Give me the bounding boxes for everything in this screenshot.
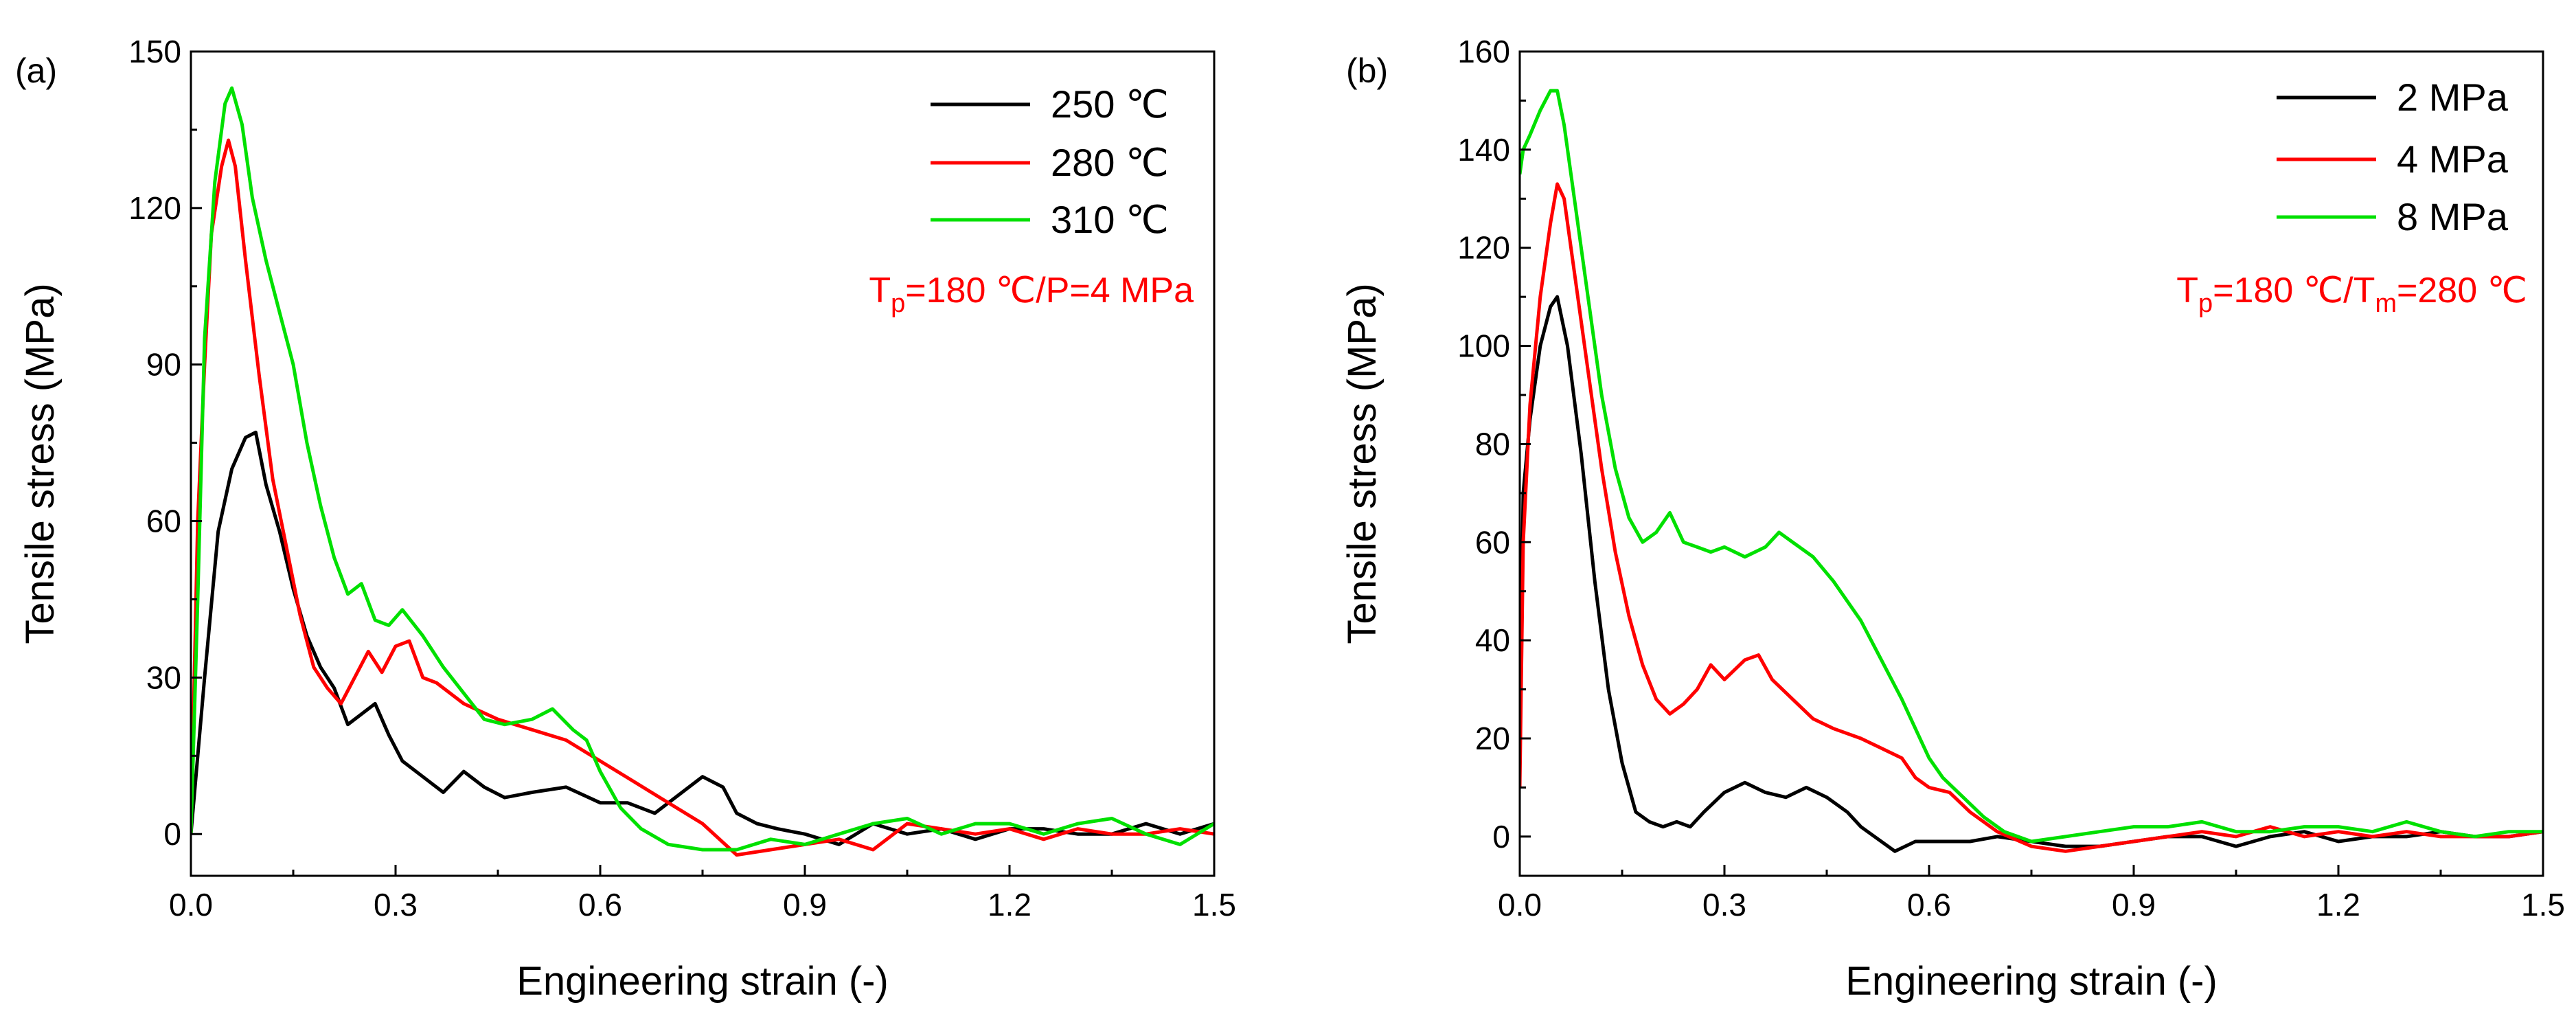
panel-b-axes: 0.0 0.3 0.6 0.9 1.2 1.5 0 20 40 60 80 100 120 140 160 [1457,34,2565,923]
panel-a-label: (a) [15,52,57,90]
legend-item-2mpa: 2 MPa [2277,76,2509,119]
panel-a-series-250 [191,430,1214,846]
panel-b-legend: 2 MPa 4 MPa 8 MPa [2277,76,2509,238]
y-tick-label: 120 [128,190,181,226]
y-tick-label: 80 [1475,426,1510,462]
panel-b-label: (b) [1346,52,1388,90]
y-tick-label: 0 [1492,819,1510,855]
y-tick-label: 40 [1475,622,1510,658]
panel-a-plot [191,86,1214,857]
y-tick-label: 30 [146,659,181,695]
legend-item-4mpa: 4 MPa [2277,137,2509,181]
legend-label-310: 310 ℃ [1051,198,1169,241]
panel-a-y-axis-label: Tensile stress (MPa) [18,283,62,644]
x-tick-label: 1.5 [2521,887,2565,923]
legend-item-310: 310 ℃ [931,198,1169,241]
panel-b-series-4mpa [1520,182,2543,853]
x-tick-label: 0.3 [374,887,418,923]
panel-a-legend: 250 ℃ 280 ℃ 310 ℃ [931,82,1169,241]
y-tick-label: 90 [146,347,181,383]
x-tick-label: 0.3 [1702,887,1746,923]
legend-label-4mpa: 4 MPa [2397,137,2509,181]
x-tick-label: 1.2 [2316,887,2360,923]
x-tick-label: 0.6 [1907,887,1951,923]
y-tick-label: 0 [163,816,181,852]
y-tick-label: 60 [146,504,181,539]
panel-b-series-8mpa [1520,89,2543,844]
panel-a-axes: 0.0 0.3 0.6 0.9 1.2 1.5 0 30 60 90 120 150 [128,34,1236,923]
y-tick-label: 100 [1457,328,1510,364]
panel-a-condition-annotation: Tp=180 ℃/P=4 MPa [869,271,1194,318]
x-tick-label: 0.9 [783,887,827,923]
x-tick-label: 1.2 [988,887,1031,923]
legend-item-8mpa: 8 MPa [2277,195,2509,238]
panel-a-x-axis-label: Engineering strain (-) [516,959,889,1004]
legend-item-280: 280 ℃ [931,141,1169,184]
x-tick-label: 0.9 [2112,887,2156,923]
y-tick-label: 160 [1457,34,1510,69]
panel-b-plot [1520,89,2543,853]
y-tick-label: 120 [1457,230,1510,266]
panel-b-plot-group [1520,89,2543,853]
x-tick-label: 1.5 [1192,887,1236,923]
panel-a: (a) 0.0 0.3 0.6 0.9 1.2 1.5 0 30 60 90 120 150 Engi… [15,34,1236,1004]
legend-label-250: 250 ℃ [1051,82,1169,126]
y-tick-label: 140 [1457,132,1510,168]
panel-b-frame [1518,50,2544,877]
legend-item-250: 250 ℃ [931,82,1169,126]
panel-b-x-axis-label: Engineering strain (-) [1845,959,2218,1004]
y-tick-label: 20 [1475,721,1510,756]
x-tick-label: 0.6 [578,887,622,923]
legend-label-8mpa: 8 MPa [2397,195,2509,238]
panel-b-y-axis-label: Tensile stress (MPa) [1340,283,1384,644]
panel-b-condition-annotation: Tp=180 ℃/Tm=280 ℃ [2176,271,2527,318]
y-tick-label: 150 [128,34,181,69]
panel-a-plot-group [191,86,1214,857]
x-tick-label: 0.0 [1498,887,1542,923]
panel-b: (b) 0.0 0.3 0.6 0.9 1.2 1.5 0 20 40 60 80 100 120 140… [1340,34,2565,1004]
panel-a-series-280 [191,138,1214,857]
y-tick-label: 60 [1475,524,1510,560]
panel-b-series-2mpa [1520,295,2543,853]
x-tick-label: 0.0 [169,887,213,923]
panel-a-series-310 [191,86,1214,852]
legend-label-2mpa: 2 MPa [2397,76,2509,119]
legend-label-280: 280 ℃ [1051,141,1169,184]
